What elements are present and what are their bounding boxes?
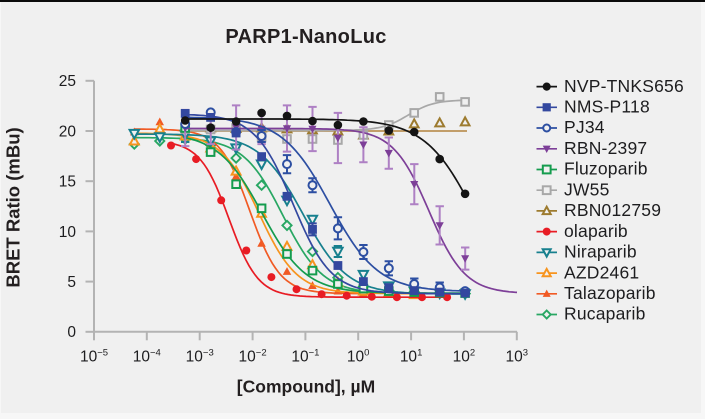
svg-text:103: 103 — [506, 347, 529, 365]
svg-text:[Compound], µM: [Compound], µM — [237, 377, 375, 397]
svg-text:0: 0 — [67, 324, 76, 341]
svg-text:RBN012759: RBN012759 — [564, 200, 661, 220]
svg-text:25: 25 — [59, 73, 76, 90]
svg-text:NMS-P118: NMS-P118 — [564, 97, 650, 117]
svg-text:5: 5 — [67, 274, 76, 291]
svg-text:RBN-2397: RBN-2397 — [564, 138, 647, 158]
svg-text:NVP-TNKS656: NVP-TNKS656 — [564, 76, 684, 96]
svg-text:Talazoparib: Talazoparib — [564, 283, 656, 303]
svg-text:Niraparib: Niraparib — [564, 242, 637, 262]
svg-text:olaparib: olaparib — [564, 221, 628, 241]
svg-text:102: 102 — [453, 347, 476, 365]
svg-text:101: 101 — [400, 347, 423, 365]
svg-text:100: 100 — [347, 347, 370, 365]
svg-text:Fluzoparib: Fluzoparib — [564, 159, 648, 179]
svg-text:10: 10 — [59, 224, 77, 241]
svg-text:PARP1-NanoLuc: PARP1-NanoLuc — [225, 26, 386, 48]
svg-text:PJ34: PJ34 — [564, 117, 605, 137]
svg-text:BRET Ratio (mBu): BRET Ratio (mBu) — [3, 127, 24, 287]
svg-text:AZD2461: AZD2461 — [564, 262, 639, 282]
svg-text:15: 15 — [59, 174, 76, 191]
svg-text:Rucaparib: Rucaparib — [564, 304, 646, 324]
svg-text:JW55: JW55 — [564, 179, 610, 199]
svg-text:20: 20 — [59, 123, 77, 140]
